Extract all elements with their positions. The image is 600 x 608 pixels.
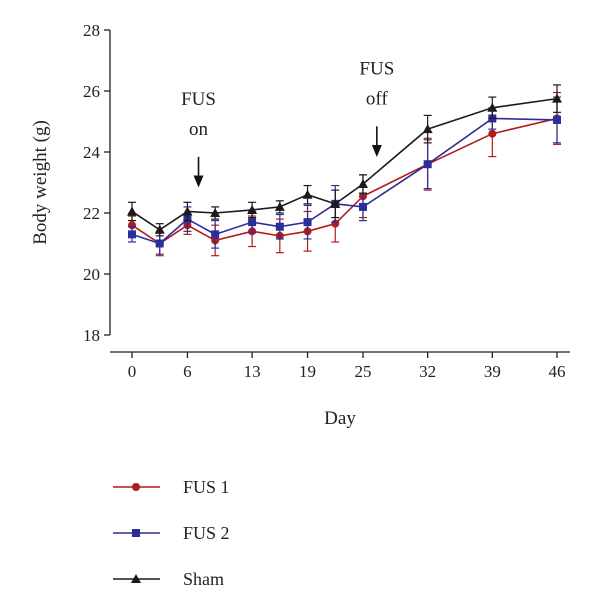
annotation-fus-off: FUS off: [359, 58, 394, 158]
data-point: [128, 230, 136, 239]
data-point: [553, 115, 561, 124]
data-point: [154, 224, 165, 234]
data-point: [210, 208, 221, 217]
x-tick-label: 46: [549, 362, 566, 381]
x-tick-label: 0: [128, 362, 137, 381]
legend-item-fus-1: FUS 1: [113, 477, 230, 497]
x-tick-label: 19: [299, 362, 316, 381]
x-tick-label: 32: [419, 362, 436, 381]
y-axis-label: Body weight (g): [30, 120, 51, 245]
series-line: [131, 117, 558, 245]
y-tick-label: 28: [83, 21, 100, 40]
legend: FUS 1 FUS 2 Sham: [113, 477, 230, 589]
y-tick-label: 26: [83, 82, 100, 101]
data-point: [247, 204, 258, 214]
x-tick-label: 6: [183, 362, 192, 381]
data-point: [274, 201, 285, 211]
x-tick-label: 39: [484, 362, 501, 381]
y-tick-label: 20: [83, 265, 100, 284]
x-tick-label: 25: [354, 362, 371, 381]
y-tick-label: 18: [83, 326, 100, 345]
data-point: [358, 202, 367, 211]
data-point: [303, 218, 312, 227]
data-point: [248, 218, 257, 227]
legend-swatch-marker: [132, 483, 140, 491]
data-point: [423, 160, 432, 169]
data-point: [330, 198, 341, 208]
data-point: [422, 124, 433, 134]
legend-item-fus-2: FUS 2: [113, 523, 230, 543]
legend-label: Sham: [183, 569, 224, 589]
annotations-layer: FUS on FUS off: [181, 58, 394, 188]
annotation-arrow-head: [371, 145, 382, 158]
data-point: [275, 222, 284, 231]
legend-label: FUS 1: [183, 477, 230, 497]
data-point: [155, 239, 164, 248]
data-point: [552, 93, 562, 103]
data-point: [211, 230, 220, 239]
data-point: [488, 129, 497, 138]
legend-swatch-marker: [131, 574, 141, 583]
series-line: [131, 97, 558, 231]
series-layer: [127, 84, 562, 257]
annotation-text: FUS: [359, 58, 394, 79]
data-point: [182, 206, 193, 216]
series-line: [131, 117, 558, 245]
series-sham: [127, 84, 562, 237]
data-point: [357, 179, 368, 189]
y-tick-label: 24: [83, 143, 101, 162]
x-tick-label: 13: [244, 362, 261, 381]
y-tick-label: 22: [83, 204, 100, 223]
annotation-text: off: [366, 88, 388, 109]
x-axis-label: Day: [324, 408, 356, 429]
legend-swatch-marker: [132, 529, 140, 537]
data-point: [487, 102, 498, 112]
annotation-text: on: [189, 119, 209, 140]
data-point: [302, 189, 313, 199]
legend-item-sham: Sham: [113, 569, 224, 589]
annotation-fus-on: FUS on: [181, 89, 216, 188]
legend-label: FUS 2: [183, 523, 230, 543]
annotation-arrow-head: [193, 175, 204, 188]
axes: 18 20 22 24 26 28 0 6 13 19 25 32 39 46 Day Body weight…: [30, 21, 570, 429]
data-point: [127, 206, 137, 216]
annotation-text: FUS: [181, 89, 216, 110]
